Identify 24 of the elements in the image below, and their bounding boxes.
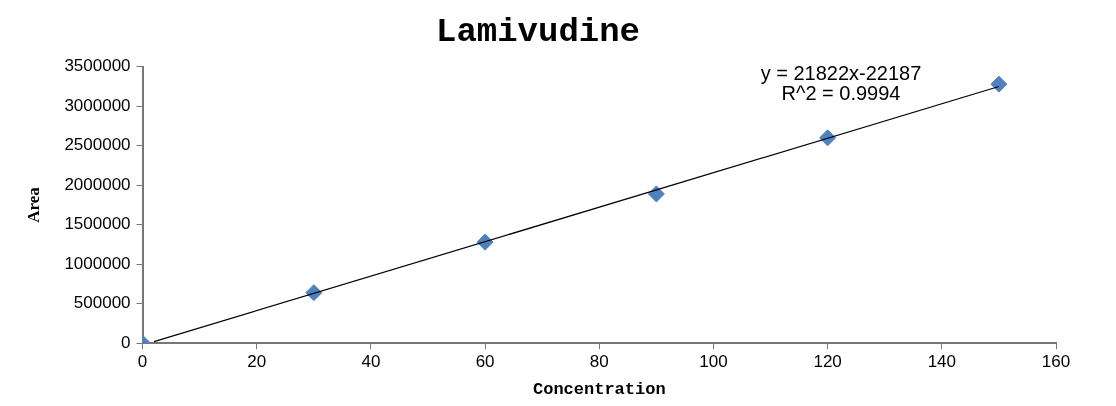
y-tick-label: 500000 — [73, 293, 131, 313]
x-axis-title: Concentration — [532, 380, 666, 400]
chart-title: Lamivudine — [435, 12, 641, 51]
x-tick-label: 0 — [137, 352, 148, 372]
point — [647, 185, 665, 203]
annotation: y = 21822x-22187 — [760, 62, 922, 85]
point — [990, 75, 1008, 93]
x-tick-label: 20 — [247, 352, 267, 372]
x-tick-label: 60 — [475, 352, 495, 372]
y-tick-label: 1000000 — [64, 253, 131, 273]
y-tick-label: 3500000 — [64, 56, 131, 76]
y-tick-label: 2000000 — [64, 174, 131, 194]
x-tick-label: 40 — [361, 352, 381, 372]
annotation: R^2 = 0.9994 — [781, 82, 901, 105]
y-tick-label: 3000000 — [64, 95, 131, 115]
x-tick-label: 80 — [589, 352, 609, 372]
y-tick-label: 0 — [121, 332, 131, 352]
y-axis-title: Area — [23, 186, 43, 223]
y-tick-label: 1500000 — [64, 214, 131, 234]
x-tick-label: 140 — [927, 352, 957, 372]
x-tick-label: 120 — [813, 352, 842, 372]
y-tick-label: 2500000 — [64, 135, 131, 155]
x-tick-label: 160 — [1041, 352, 1071, 372]
x-tick-label: 100 — [699, 352, 728, 372]
